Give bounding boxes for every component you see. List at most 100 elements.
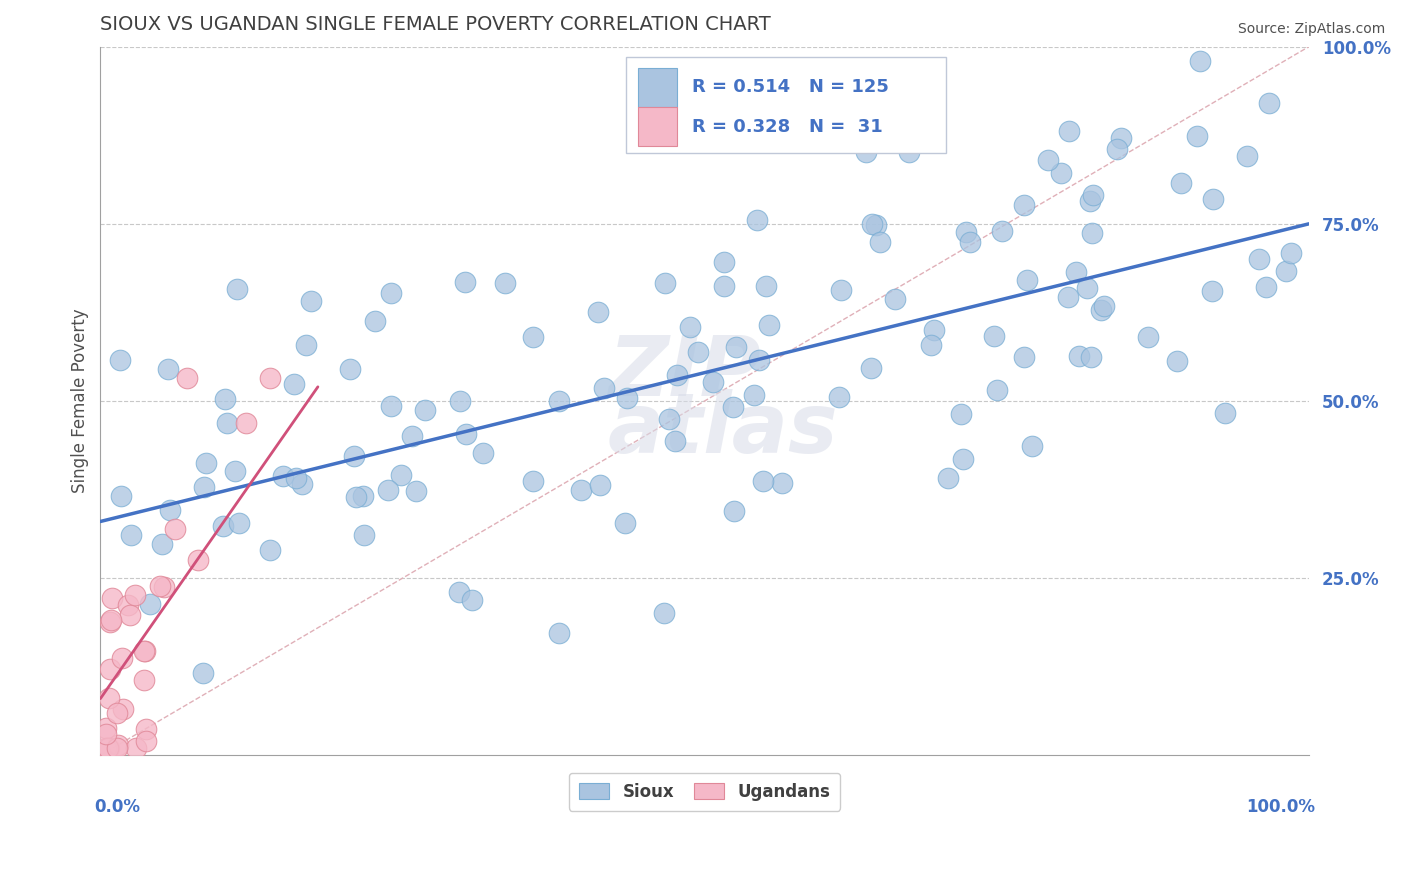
Point: [1257, 96, 1279, 111]
Point: [1166, 354, 1188, 368]
Point: [112, 701, 135, 715]
Point: [747, 212, 769, 227]
Point: [1254, 280, 1277, 294]
Point: [259, 371, 281, 385]
Point: [352, 489, 374, 503]
Point: [522, 475, 544, 489]
Point: [494, 276, 516, 290]
Point: [654, 277, 676, 291]
Point: [1279, 245, 1302, 260]
Point: [723, 504, 745, 518]
FancyBboxPatch shape: [638, 107, 676, 146]
Point: [271, 469, 294, 483]
Y-axis label: Single Female Poverty: Single Female Poverty: [72, 309, 89, 493]
Point: [1038, 153, 1060, 167]
Point: [723, 400, 745, 414]
Point: [744, 388, 766, 402]
Point: [224, 464, 246, 478]
Point: [1236, 149, 1258, 163]
Point: [98, 615, 121, 629]
Point: [134, 644, 156, 658]
Point: [752, 474, 775, 488]
Point: [1137, 330, 1160, 344]
Point: [454, 275, 477, 289]
Point: [1189, 54, 1212, 68]
Point: [96, 727, 118, 741]
Text: SIOUX VS UGANDAN SINGLE FEMALE POVERTY CORRELATION CHART: SIOUX VS UGANDAN SINGLE FEMALE POVERTY C…: [100, 15, 770, 34]
Point: [111, 650, 134, 665]
Point: [159, 503, 181, 517]
Point: [212, 518, 235, 533]
Text: Source: ZipAtlas.com: Source: ZipAtlas.com: [1237, 22, 1385, 37]
Point: [713, 255, 735, 269]
Point: [959, 235, 981, 250]
Point: [1090, 303, 1112, 318]
Point: [830, 284, 852, 298]
Point: [1170, 176, 1192, 190]
Legend: Sioux, Ugandans: Sioux, Ugandans: [569, 772, 841, 811]
Point: [96, 741, 118, 756]
Point: [377, 483, 399, 497]
Point: [291, 476, 314, 491]
Point: [101, 591, 124, 605]
Point: [193, 480, 215, 494]
Point: [97, 741, 120, 756]
Point: [679, 319, 702, 334]
Point: [986, 384, 1008, 398]
Text: ZIP: ZIP: [607, 332, 761, 413]
Point: [884, 293, 907, 307]
FancyBboxPatch shape: [638, 68, 676, 106]
Point: [869, 235, 891, 250]
Point: [936, 471, 959, 485]
Point: [1201, 284, 1223, 298]
Point: [1067, 349, 1090, 363]
Point: [156, 361, 179, 376]
Point: [1021, 439, 1043, 453]
Point: [1274, 264, 1296, 278]
Point: [294, 337, 316, 351]
Point: [228, 516, 250, 530]
Point: [586, 305, 609, 319]
Point: [118, 608, 141, 623]
Point: [461, 592, 484, 607]
Point: [193, 665, 215, 680]
Point: [380, 399, 402, 413]
Point: [1064, 264, 1087, 278]
Point: [214, 392, 236, 407]
Point: [135, 733, 157, 747]
Point: [758, 318, 780, 332]
Point: [339, 362, 361, 376]
Point: [97, 741, 120, 756]
Point: [1201, 192, 1223, 206]
Point: [150, 537, 173, 551]
Point: [1249, 252, 1271, 266]
Point: [456, 427, 478, 442]
Point: [153, 580, 176, 594]
Point: [897, 145, 920, 159]
Point: [1017, 273, 1039, 287]
Point: [1109, 131, 1132, 145]
Point: [96, 721, 118, 735]
Point: [652, 607, 675, 621]
Point: [343, 449, 366, 463]
Point: [405, 483, 427, 498]
Point: [105, 741, 128, 756]
Point: [413, 403, 436, 417]
Point: [107, 738, 129, 752]
Point: [952, 451, 974, 466]
Point: [284, 470, 307, 484]
Point: [1081, 227, 1104, 241]
Point: [665, 368, 688, 382]
Point: [1092, 299, 1115, 313]
Point: [105, 706, 128, 720]
Point: [920, 337, 942, 351]
Point: [1076, 281, 1098, 295]
Point: [1213, 406, 1236, 420]
Point: [364, 314, 387, 328]
Point: [117, 598, 139, 612]
Point: [569, 483, 592, 498]
Point: [134, 673, 156, 688]
Point: [955, 226, 977, 240]
Text: atlas: atlas: [607, 389, 838, 470]
Point: [865, 218, 887, 232]
